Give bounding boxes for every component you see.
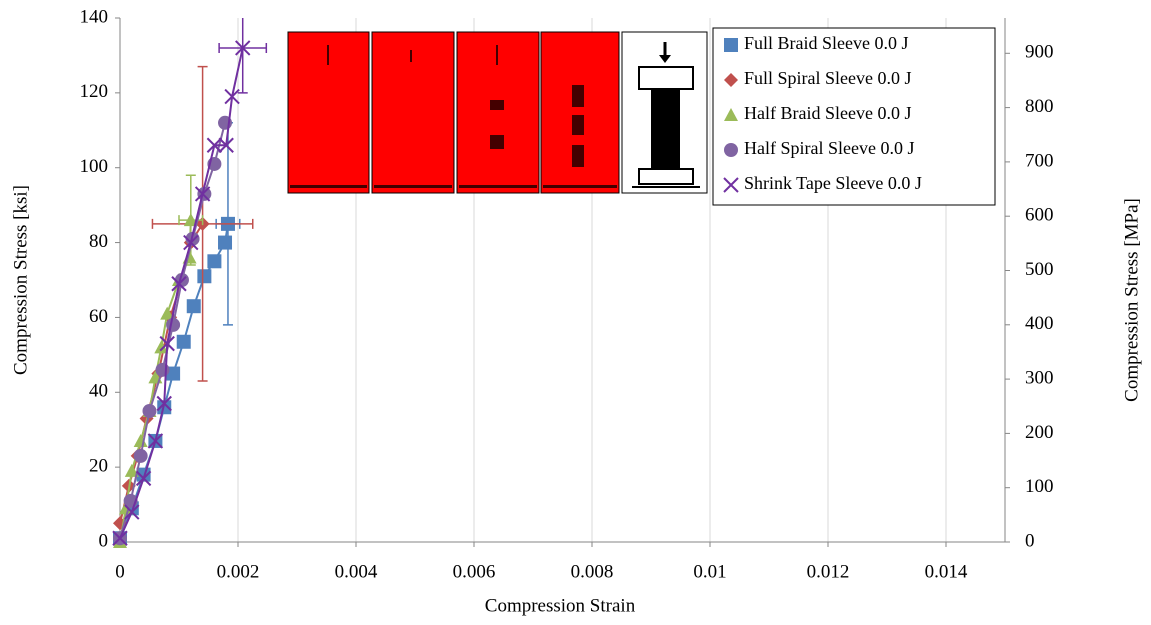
- marker: [133, 433, 148, 447]
- marker: [235, 40, 251, 56]
- legend-label: Shrink Tape Sleeve 0.0 J: [744, 173, 922, 193]
- x-tick-label: 0.014: [925, 561, 968, 582]
- y2-tick-label: 400: [1025, 313, 1054, 334]
- legend-entry: Shrink Tape Sleeve 0.0 J: [723, 173, 922, 193]
- damage-marks: [290, 45, 617, 188]
- x-axis-title: Compression Strain: [485, 595, 636, 616]
- legend-entry: Full Braid Sleeve 0.0 J: [724, 33, 909, 53]
- marker: [112, 530, 128, 546]
- x-tick-label: 0.012: [807, 561, 850, 582]
- marker: [155, 362, 170, 377]
- legend-box: [712, 27, 996, 206]
- y2-axis-title: Compression Stress [MPa]: [1121, 198, 1142, 402]
- legend-entry: Half Braid Sleeve 0.0 J: [724, 103, 911, 123]
- marker: [206, 137, 223, 153]
- marker: [142, 404, 157, 418]
- x-tick-label: 0.008: [571, 561, 614, 582]
- y-tick-label: 20: [89, 456, 108, 477]
- marker: [194, 186, 211, 202]
- y-axis-title: Compression Stress [ksi]: [10, 185, 31, 375]
- marker: [166, 317, 181, 332]
- specimen-images: [287, 31, 708, 194]
- legend-entry: Half Spiral Sleeve 0.0 J: [724, 138, 914, 158]
- specimen-photo: [540, 31, 620, 194]
- y2-tick-label: 600: [1025, 205, 1054, 226]
- legend-label: Half Spiral Sleeve 0.0 J: [744, 138, 914, 158]
- y2-tick-label: 100: [1025, 476, 1054, 497]
- marker: [136, 467, 151, 482]
- fixture-drawing: [632, 42, 700, 188]
- marker: [186, 299, 201, 314]
- marker: [160, 306, 175, 320]
- y2-tick-label: 300: [1025, 367, 1054, 388]
- x-tick-label: 0: [115, 561, 125, 582]
- legend-label: Half Braid Sleeve 0.0 J: [744, 103, 911, 123]
- plot-area: [112, 18, 268, 548]
- marker: [176, 334, 191, 349]
- marker: [154, 340, 169, 354]
- y-tick-label: 40: [89, 381, 108, 402]
- marker: [124, 463, 139, 477]
- y-tick-label: 80: [89, 231, 108, 252]
- y2-tick-label: 800: [1025, 96, 1054, 117]
- y-tick-label: 100: [80, 156, 109, 177]
- y-tick-label: 120: [80, 81, 109, 102]
- y-tick-label: 0: [99, 530, 109, 551]
- y2-tick-label: 200: [1025, 422, 1054, 443]
- marker: [724, 108, 738, 121]
- y2-tick-label: 700: [1025, 150, 1054, 171]
- marker: [166, 366, 181, 381]
- marker: [183, 213, 198, 227]
- marker: [135, 470, 152, 487]
- legend-label: Full Spiral Sleeve 0.0 J: [744, 68, 912, 88]
- x-tick-label: 0.002: [217, 561, 260, 582]
- legend-entry: Full Spiral Sleeve 0.0 J: [724, 68, 912, 88]
- y2-tick-label: 900: [1025, 42, 1054, 63]
- marker: [218, 235, 233, 250]
- marker: [159, 335, 175, 352]
- marker: [133, 448, 148, 463]
- marker: [724, 38, 738, 52]
- marker: [724, 143, 738, 157]
- marker: [723, 177, 739, 193]
- marker: [156, 395, 172, 412]
- marker: [724, 73, 738, 87]
- marker: [207, 254, 222, 269]
- y-tick-label: 60: [89, 306, 108, 327]
- marker: [218, 137, 234, 153]
- series-line: [119, 223, 229, 539]
- x-tick-label: 0.006: [453, 561, 496, 582]
- marker: [124, 504, 140, 520]
- marker: [183, 234, 199, 251]
- y2-tick-label: 0: [1025, 530, 1035, 551]
- x-tick-label: 0.004: [335, 561, 378, 582]
- specimen-photo: [371, 31, 455, 194]
- marker: [197, 269, 212, 284]
- marker: [224, 88, 240, 105]
- y2-tick-label: 500: [1025, 259, 1054, 280]
- x-tick-label: 0.01: [693, 561, 726, 582]
- y-tick-label: 140: [80, 6, 109, 27]
- marker: [171, 276, 187, 292]
- marker: [147, 433, 164, 449]
- legend-label: Full Braid Sleeve 0.0 J: [744, 33, 909, 53]
